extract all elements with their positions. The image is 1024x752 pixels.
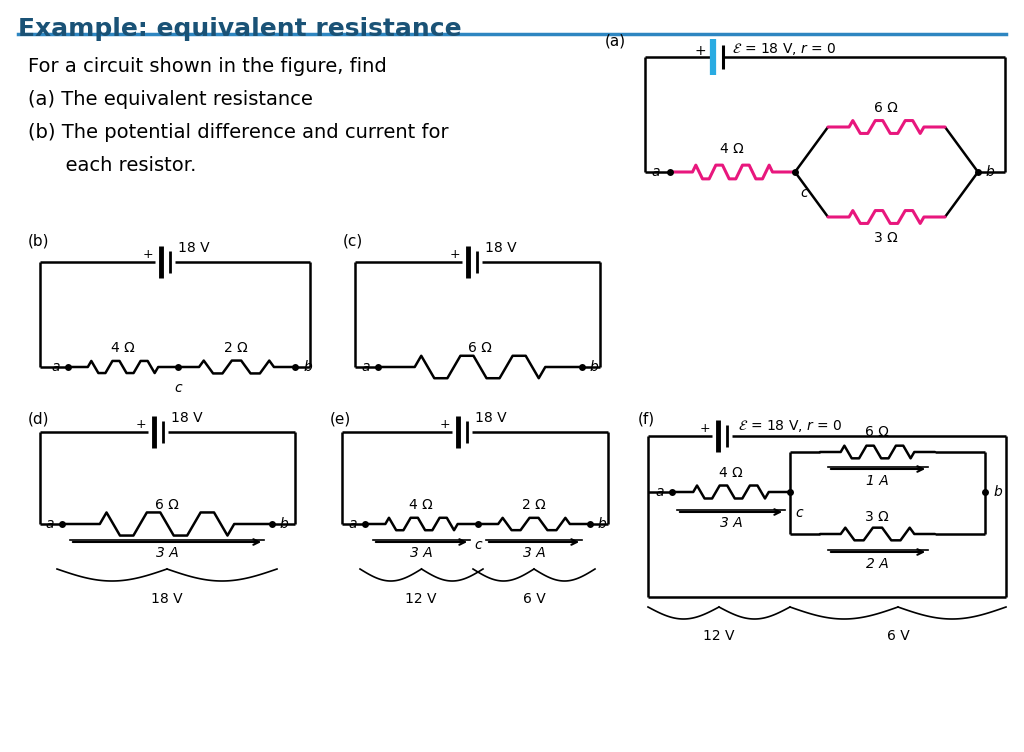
Text: b: b [986, 165, 994, 179]
Text: 12 V: 12 V [703, 629, 735, 643]
Text: (a) The equivalent resistance: (a) The equivalent resistance [28, 90, 313, 109]
Text: 3 A: 3 A [410, 546, 432, 560]
Text: a: a [651, 165, 660, 179]
Text: +: + [699, 422, 711, 435]
Text: 3 Ω: 3 Ω [874, 231, 898, 245]
Text: +: + [136, 417, 146, 430]
Text: 12 V: 12 V [406, 592, 437, 606]
Text: $\mathcal{E}$ = 18 V, $r$ = 0: $\mathcal{E}$ = 18 V, $r$ = 0 [738, 418, 843, 434]
Text: 1 A: 1 A [865, 474, 889, 488]
Text: c: c [795, 506, 803, 520]
Text: 2 A: 2 A [865, 557, 889, 571]
Text: 2 Ω: 2 Ω [522, 498, 546, 512]
Text: 3 A: 3 A [720, 516, 742, 530]
Text: +: + [450, 247, 461, 260]
Text: b: b [280, 517, 289, 531]
Text: (e): (e) [330, 412, 351, 427]
Text: b: b [598, 517, 607, 531]
Text: 3 A: 3 A [156, 546, 178, 560]
Text: a: a [361, 360, 370, 374]
Text: a: a [348, 517, 357, 531]
Text: +: + [439, 417, 451, 430]
Text: 18 V: 18 V [485, 241, 517, 255]
Text: c: c [800, 186, 808, 200]
Text: b: b [993, 485, 1001, 499]
Text: +: + [694, 44, 706, 58]
Text: a: a [655, 485, 664, 499]
Text: (f): (f) [638, 412, 655, 427]
Text: (d): (d) [28, 412, 49, 427]
Text: 4 Ω: 4 Ω [719, 466, 742, 480]
Text: (b) The potential difference and current for: (b) The potential difference and current… [28, 123, 449, 142]
Text: 6 V: 6 V [522, 592, 546, 606]
Text: (c): (c) [343, 234, 364, 249]
Text: (a): (a) [605, 34, 626, 49]
Text: 3 Ω: 3 Ω [865, 510, 889, 524]
Text: 6 Ω: 6 Ω [155, 498, 179, 512]
Text: b: b [590, 360, 599, 374]
Text: 18 V: 18 V [178, 241, 210, 255]
Text: c: c [474, 538, 482, 552]
Text: 6 Ω: 6 Ω [874, 101, 898, 115]
Text: 3 A: 3 A [522, 546, 546, 560]
Text: (b): (b) [28, 234, 49, 249]
Text: 6 Ω: 6 Ω [865, 425, 889, 439]
Text: 4 Ω: 4 Ω [112, 341, 135, 355]
Text: a: a [45, 517, 54, 531]
Text: 4 Ω: 4 Ω [410, 498, 433, 512]
Text: 18 V: 18 V [152, 592, 183, 606]
Text: 18 V: 18 V [475, 411, 507, 425]
Text: c: c [174, 381, 182, 395]
Text: +: + [142, 247, 154, 260]
Text: b: b [303, 360, 311, 374]
Text: $\mathcal{E}$ = 18 V, $r$ = 0: $\mathcal{E}$ = 18 V, $r$ = 0 [732, 41, 837, 57]
Text: 6 V: 6 V [887, 629, 909, 643]
Text: 4 Ω: 4 Ω [720, 142, 743, 156]
Text: a: a [51, 360, 60, 374]
Text: 2 Ω: 2 Ω [224, 341, 248, 355]
Text: 18 V: 18 V [171, 411, 203, 425]
Text: For a circuit shown in the figure, find: For a circuit shown in the figure, find [28, 57, 387, 76]
Text: Example: equivalent resistance: Example: equivalent resistance [18, 17, 462, 41]
Text: each resistor.: each resistor. [28, 156, 197, 175]
Text: 6 Ω: 6 Ω [468, 341, 492, 355]
